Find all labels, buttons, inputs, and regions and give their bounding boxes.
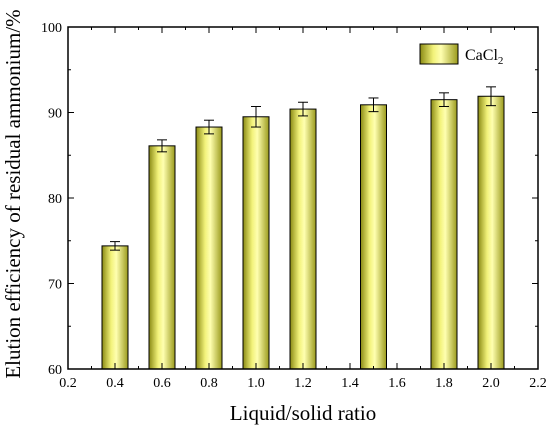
x-tick-label: 1.0 [247,376,265,391]
y-tick-label: 70 [48,278,62,293]
bar [195,126,223,370]
plot-area [101,86,505,370]
legend-label-subscript: 2 [498,55,504,67]
y-tick-label: 80 [48,192,62,207]
x-tick-label: 1.8 [435,376,453,391]
x-tick-label: 0.8 [200,376,218,391]
y-tick-label: 60 [48,363,62,378]
bar [289,108,317,370]
bar [101,245,129,370]
x-tick-label: 1.6 [388,376,406,391]
axes: 0.2 0.4 0.6 0.8 1.0 1.2 1.4 1.6 1.8 2.0 2.2 60 70 80 9… [41,21,547,391]
x-tick-label: 0.6 [153,376,171,391]
x-tick-label: 1.2 [294,376,312,391]
legend-label: CaCl2 [465,47,503,67]
x-tick-label: 1.4 [341,376,359,391]
bar [430,99,458,370]
bar [148,145,176,370]
legend-swatch [419,43,459,65]
y-tick-label: 90 [48,107,62,122]
x-tick-label: 0.4 [106,376,124,391]
y-axis-title: Elution efficiency of residual ammonium/… [1,9,25,378]
x-tick-label: 0.2 [59,376,77,391]
bar [360,104,387,370]
bar [242,116,270,370]
x-tick-label: 2.2 [529,376,547,391]
legend: CaCl2 [419,43,503,67]
x-axis-title: Liquid/solid ratio [230,401,376,425]
x-tick-label: 2.0 [482,376,500,391]
legend-label-main: CaCl [465,47,498,64]
bar [477,95,505,370]
y-tick-label: 100 [41,21,62,36]
